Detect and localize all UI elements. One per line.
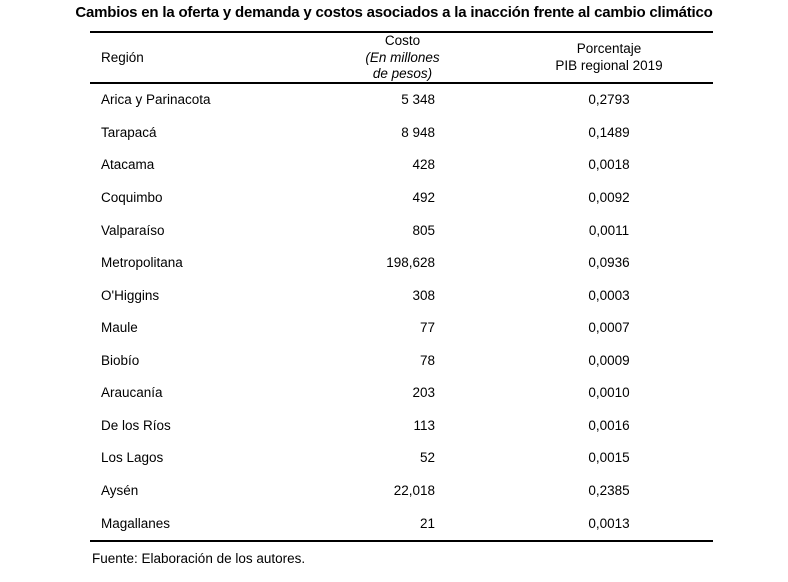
- region-cell: Arica y Parinacota: [101, 92, 211, 108]
- porcentaje-cell: 0,2385: [588, 483, 630, 499]
- region-cell: Los Lagos: [101, 450, 164, 466]
- table-row: Tarapacá 8 948 0,1489: [90, 117, 713, 150]
- region-cell: Biobío: [101, 352, 140, 368]
- source-note: Fuente: Elaboración de los autores.: [92, 551, 306, 566]
- costo-cell: 77: [419, 320, 435, 336]
- porcentaje-cell: 0,0936: [588, 255, 630, 271]
- header-region: Región: [101, 49, 144, 65]
- table-row: O'Higgins 308 0,0003: [90, 279, 713, 312]
- table-title: Cambios en la oferta y demanda y costos …: [75, 4, 713, 21]
- table-row: Magallanes 21 0,0013: [90, 507, 713, 540]
- table-body: Arica y Parinacota 5 348 0,2793 Tarapacá…: [90, 84, 713, 542]
- porcentaje-cell: 0,0092: [588, 189, 630, 205]
- costo-cell: 78: [419, 352, 435, 368]
- costo-cell: 22,018: [393, 483, 435, 499]
- region-cell: Atacama: [101, 157, 155, 173]
- costo-cell: 21: [419, 515, 435, 531]
- region-cell: De los Ríos: [101, 417, 171, 433]
- table-row: Biobío 78 0,0009: [90, 345, 713, 378]
- costo-cell: 428: [412, 157, 435, 173]
- table-row: Arica y Parinacota 5 348 0,2793: [90, 84, 713, 117]
- header-costo: Costo (En millones de pesos): [300, 33, 505, 83]
- costo-cell: 805: [412, 222, 435, 238]
- table-row: Aysén 22,018 0,2385: [90, 475, 713, 508]
- costo-cell: 492: [412, 189, 435, 205]
- region-cell: Maule: [101, 320, 138, 336]
- region-cell: Magallanes: [101, 515, 171, 531]
- region-cell: Coquimbo: [101, 189, 163, 205]
- costo-cell: 198,628: [386, 255, 435, 271]
- table-row: Atacama 428 0,0018: [90, 149, 713, 182]
- porcentaje-cell: 0,2793: [588, 92, 630, 108]
- table-header-row: Región Costo (En millones de pesos) Porc…: [90, 31, 713, 84]
- region-cell: Aysén: [101, 483, 139, 499]
- table-row: Metropolitana 198,628 0,0936: [90, 247, 713, 280]
- data-table: Región Costo (En millones de pesos) Porc…: [90, 31, 713, 542]
- porcentaje-cell: 0,1489: [588, 124, 630, 140]
- porcentaje-cell: 0,0016: [588, 417, 630, 433]
- porcentaje-cell: 0,0015: [588, 450, 630, 466]
- table-row: Valparaíso 805 0,0011: [90, 214, 713, 247]
- costo-cell: 8 948: [401, 124, 435, 140]
- header-porcentaje-line1: Porcentaje: [576, 41, 642, 57]
- porcentaje-cell: 0,0013: [588, 515, 630, 531]
- costo-cell: 203: [412, 385, 435, 401]
- header-porcentaje: Porcentaje PIB regional 2019: [505, 41, 713, 74]
- header-porcentaje-line2: PIB regional 2019: [555, 57, 663, 73]
- costo-cell: 308: [412, 287, 435, 303]
- table-row: Maule 77 0,0007: [90, 312, 713, 345]
- region-cell: Araucanía: [101, 385, 163, 401]
- table-row: De los Ríos 113 0,0016: [90, 410, 713, 443]
- region-cell: Metropolitana: [101, 255, 183, 271]
- region-cell: Valparaíso: [101, 222, 165, 238]
- porcentaje-cell: 0,0010: [588, 385, 630, 401]
- costo-cell: 5 348: [401, 92, 435, 108]
- porcentaje-cell: 0,0003: [588, 287, 630, 303]
- porcentaje-cell: 0,0011: [588, 222, 630, 238]
- porcentaje-cell: 0,0007: [588, 320, 630, 336]
- porcentaje-cell: 0,0009: [588, 352, 630, 368]
- region-cell: Tarapacá: [101, 124, 157, 140]
- header-costo-line3: de pesos): [372, 66, 433, 81]
- table-row: Los Lagos 52 0,0015: [90, 442, 713, 475]
- costo-cell: 113: [413, 417, 435, 433]
- header-costo-line2: (En millones: [365, 49, 440, 65]
- table-row: Araucanía 203 0,0010: [90, 377, 713, 410]
- header-costo-line1: Costo: [384, 33, 421, 48]
- table-row: Coquimbo 492 0,0092: [90, 182, 713, 215]
- porcentaje-cell: 0,0018: [588, 157, 630, 173]
- costo-cell: 52: [419, 450, 435, 466]
- region-cell: O'Higgins: [101, 287, 160, 303]
